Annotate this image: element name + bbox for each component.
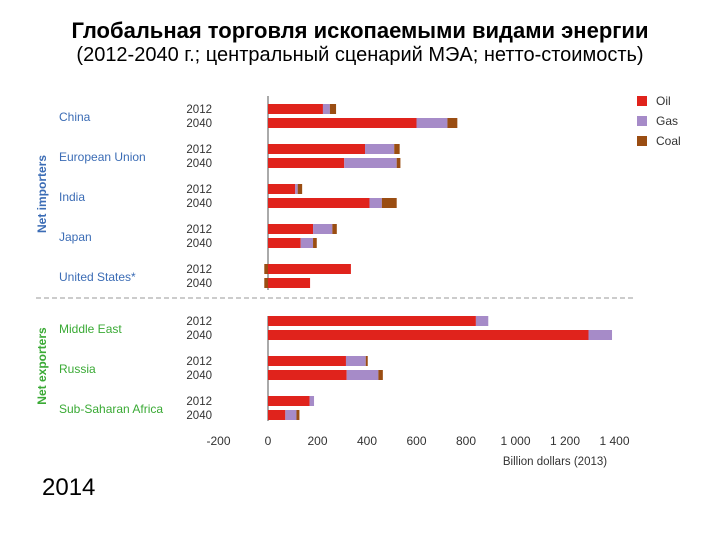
bar-segment-gas (475, 316, 489, 326)
bar-segment-coal (332, 224, 337, 234)
bar-segment-gas (365, 144, 395, 154)
bar-segment-oil (268, 370, 347, 380)
bar-segment-oil (268, 264, 351, 274)
bar-segment-oil (268, 330, 589, 340)
legend-label-coal: Coal (656, 134, 681, 148)
year-tick-label: 2040 (186, 118, 212, 130)
bar-segment-gas (344, 158, 397, 168)
year-tick-label: 2012 (186, 356, 212, 368)
bar-segment-gas (416, 118, 448, 128)
year-tick-label: 2012 (186, 144, 212, 156)
page-subtitle: (2012-2040 г.; центральный сценарий МЭА;… (76, 44, 644, 66)
bar-segment-coal (329, 104, 337, 114)
year-tick-label: 2012 (186, 396, 212, 408)
x-tick-label: -200 (206, 434, 230, 448)
bar-segment-oil (268, 184, 296, 194)
x-tick-label: 600 (406, 434, 426, 448)
region-label: Middle East (59, 322, 122, 336)
x-tick-label: 0 (265, 434, 272, 448)
x-tick-label: 800 (456, 434, 476, 448)
year-label: 2014 (42, 474, 96, 501)
bar-segment-coal-negative (264, 264, 268, 274)
bar-segment-coal-negative (264, 278, 268, 288)
legend-label-oil: Oil (656, 94, 671, 108)
region-label: China (59, 110, 91, 124)
bar-segment-oil (268, 144, 366, 154)
bar-segment-coal (394, 144, 400, 154)
bar-segment-gas (322, 104, 330, 114)
x-tick-label: 400 (357, 434, 377, 448)
region-label: Japan (59, 230, 92, 244)
region-label: United States* (59, 270, 136, 284)
year-tick-label: 2012 (186, 264, 212, 276)
group-label: Net importers (35, 155, 49, 233)
bar-segment-gas (295, 184, 298, 194)
bar-segment-coal (296, 410, 300, 420)
bar-segment-gas (346, 370, 379, 380)
bar-segment-oil (268, 396, 310, 406)
bar-segment-oil (268, 410, 286, 420)
bar-segment-oil (268, 316, 476, 326)
bar-segment-oil (268, 158, 345, 168)
legend-swatch-coal (637, 136, 647, 146)
bar-segment-coal (447, 118, 458, 128)
year-tick-label: 2040 (186, 278, 212, 290)
x-tick-label: 200 (307, 434, 327, 448)
group-label: Net exporters (35, 327, 49, 405)
legend-swatch-oil (637, 96, 647, 106)
bar-segment-gas (588, 330, 613, 340)
year-tick-label: 2040 (186, 198, 212, 210)
bar-segment-oil (268, 278, 311, 288)
legend-label-gas: Gas (656, 114, 678, 128)
bar-segment-coal (378, 370, 383, 380)
bar-segment-coal (381, 198, 397, 208)
bar-segment-oil (268, 118, 417, 128)
bar-segment-gas (313, 224, 333, 234)
bar-segment-oil (268, 224, 314, 234)
year-tick-label: 2040 (186, 238, 212, 250)
bar-segment-gas (309, 396, 315, 406)
year-tick-label: 2012 (186, 316, 212, 328)
year-tick-label: 2040 (186, 370, 212, 382)
bar-segment-oil (268, 104, 323, 114)
year-tick-label: 2012 (186, 184, 212, 196)
region-label: India (59, 190, 85, 204)
bar-segment-gas (345, 356, 366, 366)
bar-segment-coal (396, 158, 401, 168)
x-tick-label: 1 000 (500, 434, 530, 448)
bar-segment-oil (268, 198, 370, 208)
bar-segment-gas (369, 198, 382, 208)
year-tick-label: 2040 (186, 330, 212, 342)
year-tick-label: 2012 (186, 104, 212, 116)
bar-segment-coal (313, 238, 317, 248)
legend-swatch-gas (637, 116, 647, 126)
year-tick-label: 2040 (186, 158, 212, 170)
bar-segment-oil (268, 238, 301, 248)
bar-segment-gas (285, 410, 297, 420)
bar-segment-oil (268, 356, 346, 366)
region-label: European Union (59, 150, 146, 164)
year-tick-label: 2040 (186, 410, 212, 422)
region-label: Sub-Saharan Africa (59, 402, 163, 416)
page-title: Глобальная торговля ископаемыми видами э… (71, 18, 649, 43)
bar-segment-coal (365, 356, 368, 366)
x-tick-label: 1 200 (550, 434, 580, 448)
x-tick-label: 1 400 (599, 434, 629, 448)
x-axis-label: Billion dollars (2013) (503, 456, 607, 468)
year-tick-label: 2012 (186, 224, 212, 236)
region-label: Russia (59, 362, 96, 376)
bar-segment-gas (300, 238, 314, 248)
bar-segment-coal (297, 184, 303, 194)
